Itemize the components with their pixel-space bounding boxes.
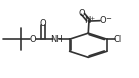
Text: Cl: Cl [114, 35, 122, 44]
Text: O: O [79, 9, 86, 18]
Text: N: N [84, 16, 91, 25]
Text: O: O [100, 16, 106, 25]
Text: O: O [29, 35, 36, 44]
Text: O: O [40, 19, 47, 28]
Text: −: − [105, 16, 111, 22]
Text: NH: NH [50, 35, 63, 44]
Text: +: + [89, 16, 95, 21]
